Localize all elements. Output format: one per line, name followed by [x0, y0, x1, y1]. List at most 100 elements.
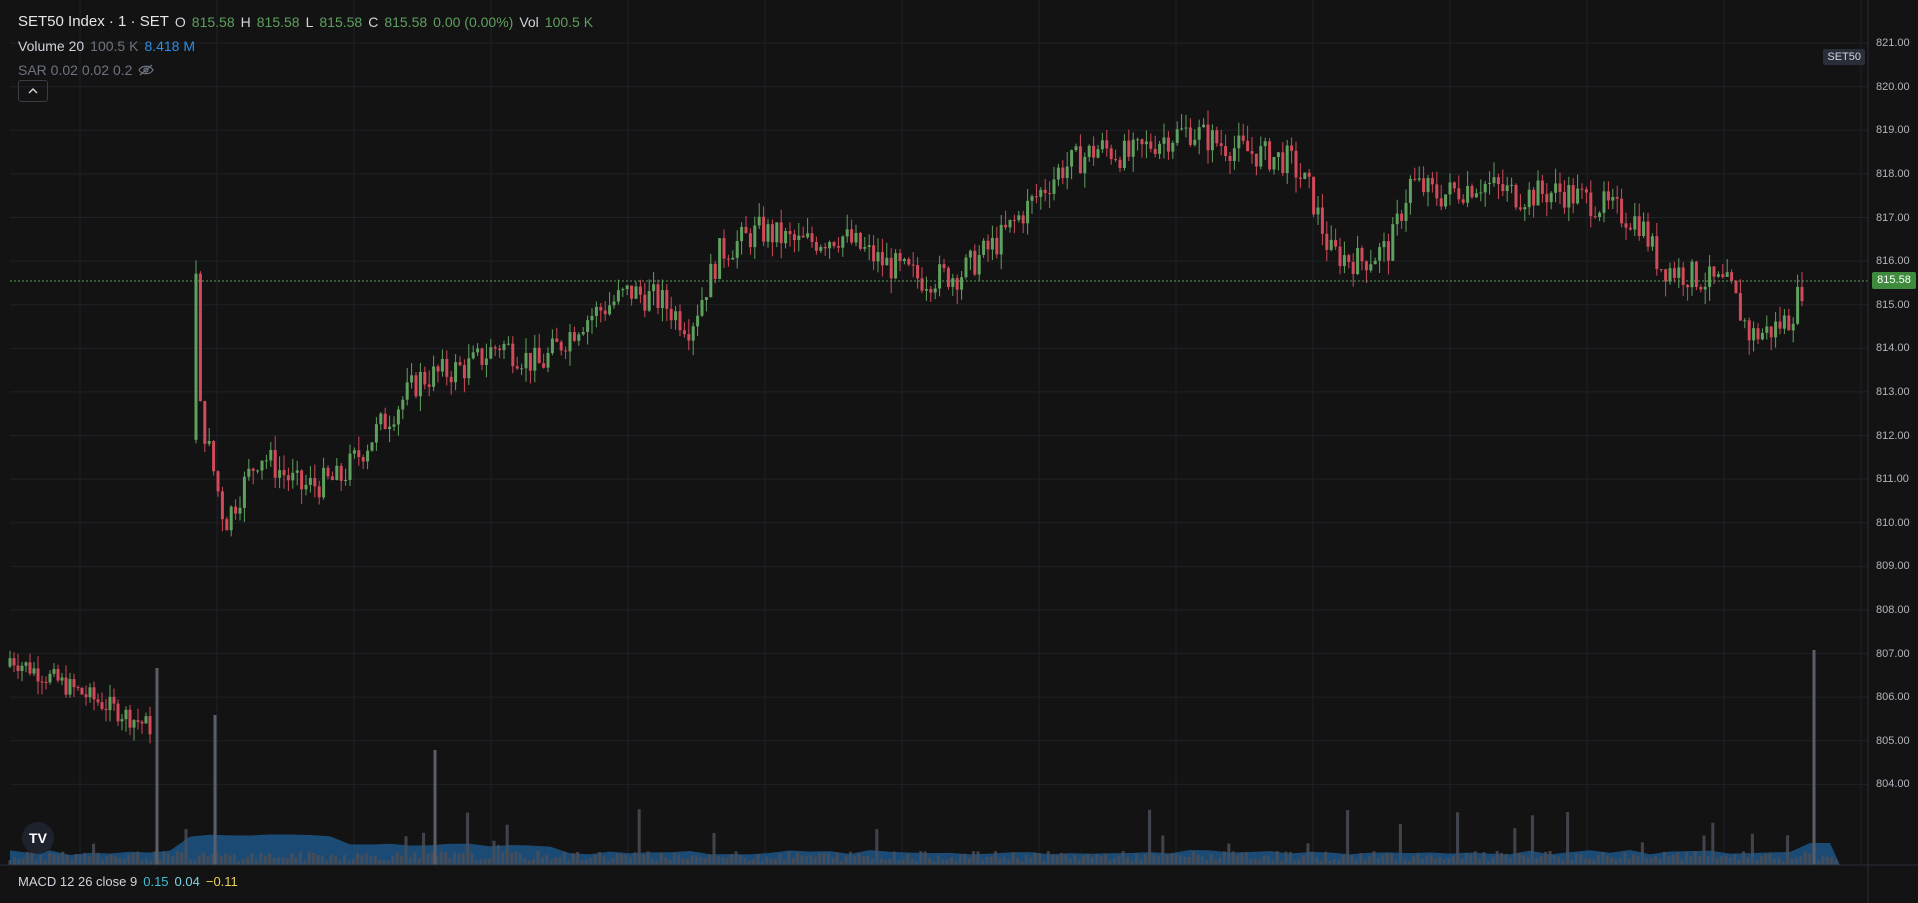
volume-bar — [386, 860, 390, 865]
candle-body — [1052, 179, 1056, 194]
volume-bar — [92, 843, 96, 865]
candle-body — [581, 332, 585, 335]
volume-bar — [694, 854, 698, 865]
candle — [1290, 137, 1294, 164]
candle-body — [1298, 177, 1302, 179]
volume-bar — [1337, 859, 1341, 865]
volume-bar — [1134, 853, 1138, 865]
candle-body — [1400, 213, 1404, 221]
candle — [335, 457, 339, 481]
volume-bar — [787, 851, 791, 865]
macd-indicator-row[interactable]: MACD 12 26 close 9 0.15 0.04 −0.11 — [18, 874, 238, 889]
last-price-tag: 815.58 — [1872, 272, 1916, 289]
candle-body — [1545, 193, 1549, 203]
candle-body — [383, 413, 387, 430]
candle — [568, 324, 572, 366]
candle — [1699, 284, 1703, 293]
candle-body — [48, 673, 52, 683]
candle-body — [1039, 189, 1043, 197]
candle-body — [678, 311, 682, 331]
volume-bar — [1139, 859, 1143, 865]
volume-bar — [360, 855, 364, 865]
volume-bar — [272, 857, 276, 865]
candle — [1210, 124, 1214, 163]
candle-body — [1131, 139, 1135, 157]
volume-bar — [562, 851, 566, 865]
candle-body — [942, 264, 946, 268]
volume-bar — [250, 853, 254, 865]
candle-body — [1708, 266, 1712, 287]
candle — [542, 353, 546, 369]
candle — [1457, 175, 1461, 204]
candle-body — [748, 233, 752, 248]
candle — [828, 240, 832, 259]
volume-bar — [1073, 854, 1077, 865]
candle — [120, 714, 124, 731]
symbol-title[interactable]: SET50 Index · 1 · SET — [18, 13, 169, 30]
volume-bar — [716, 855, 720, 865]
candle-body — [1083, 156, 1087, 174]
candle-body — [1435, 184, 1439, 199]
candle-body — [652, 284, 656, 292]
candle-body — [1026, 200, 1030, 224]
price-axis-tick: 815.00 — [1876, 298, 1910, 311]
volume-bar — [892, 851, 896, 865]
candle-body — [1690, 261, 1694, 288]
candle-body — [863, 246, 867, 249]
volume-bar — [180, 852, 184, 865]
open-label: O — [174, 14, 186, 30]
candle — [1114, 149, 1118, 162]
candle-body — [1703, 286, 1707, 290]
candle-body — [1483, 183, 1487, 193]
candle — [458, 356, 462, 367]
candle — [410, 363, 414, 389]
candle — [1294, 141, 1298, 193]
candle — [401, 396, 405, 420]
candle — [669, 296, 673, 329]
candle-body — [1303, 172, 1307, 179]
price-axis-tick: 810.00 — [1876, 516, 1910, 529]
candle-body — [1136, 139, 1140, 141]
candle — [256, 469, 260, 474]
candle — [1523, 203, 1527, 222]
candle-body — [1307, 172, 1311, 177]
candle — [823, 242, 827, 256]
candle-body — [1070, 150, 1074, 167]
candle-body — [788, 231, 792, 235]
candle — [1100, 132, 1104, 153]
hidden-eye-icon[interactable] — [138, 64, 155, 76]
candle-body — [445, 358, 449, 377]
candle — [726, 254, 730, 267]
volume-bar — [1464, 853, 1468, 865]
candle-body — [8, 658, 12, 667]
volume-bar — [1702, 835, 1706, 865]
candle — [1259, 136, 1263, 170]
volume-bar — [721, 856, 725, 865]
candle-body — [24, 662, 28, 666]
candle — [1633, 202, 1637, 237]
candle — [691, 322, 695, 356]
candle — [964, 254, 968, 280]
candle — [220, 486, 224, 532]
candle — [590, 308, 594, 334]
candle-body — [1382, 241, 1386, 248]
collapse-legend-button[interactable] — [18, 80, 48, 102]
sar-indicator-row[interactable]: SAR 0.02 0.02 0.2 — [18, 58, 593, 82]
candle — [801, 226, 805, 238]
volume-bar — [1596, 855, 1600, 865]
candle-body — [1373, 260, 1377, 265]
candle-body — [144, 716, 148, 724]
volume-indicator-row[interactable]: Volume 20 100.5 K 8.418 M — [18, 34, 593, 58]
volume-bar — [395, 852, 399, 865]
candle-body — [1391, 224, 1395, 261]
candle-body — [480, 348, 484, 365]
volume-bar — [153, 851, 157, 865]
candle-body — [1180, 128, 1184, 130]
tradingview-logo[interactable]: TV — [22, 822, 54, 854]
candle-body — [916, 265, 920, 279]
candle-body — [572, 332, 576, 341]
candle-body — [555, 338, 559, 342]
volume-bar — [501, 851, 505, 865]
candle-body — [1237, 135, 1241, 149]
